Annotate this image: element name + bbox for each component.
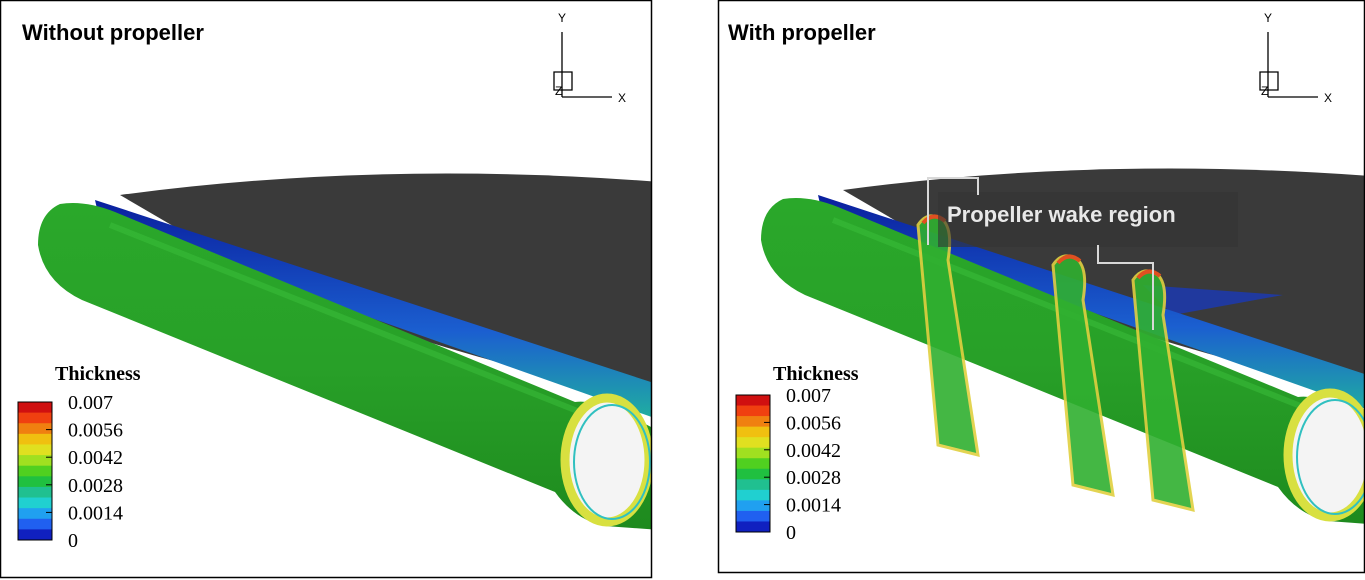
legend-label: 0.0028 — [68, 475, 123, 497]
leading-ring — [560, 393, 652, 527]
colorbar-band — [18, 497, 52, 509]
colorbar-band — [736, 426, 770, 438]
legend-label: 0.007 — [786, 385, 831, 407]
colorbar-frame — [17, 401, 53, 541]
legend-label: 0.007 — [68, 392, 113, 414]
colorbar-band — [18, 455, 52, 467]
colorbar-band — [18, 412, 52, 424]
legend-label: 0 — [68, 530, 78, 552]
ice-tube — [38, 203, 652, 530]
ice-highlight — [108, 222, 602, 423]
frame — [0, 0, 653, 579]
leading-ring-inner — [1296, 399, 1365, 515]
legend-label: 0.0056 — [786, 412, 841, 434]
colorbar-band — [18, 476, 52, 488]
geometry — [38, 173, 652, 530]
legend-label: 0 — [786, 522, 796, 544]
leading-ring-inner — [573, 404, 651, 520]
legend-title: Thickness — [55, 363, 141, 385]
colorbar-band — [18, 529, 52, 541]
axis-triad: Y X Z — [1259, 11, 1332, 105]
colorbar-band — [736, 395, 770, 407]
ice-edge-band — [818, 195, 1365, 409]
wake-peak — [1136, 269, 1162, 280]
axis-label: Y — [1264, 11, 1272, 25]
legend-label: 0.0014 — [68, 502, 123, 524]
colorbar-frame — [735, 394, 771, 533]
callout — [927, 177, 1154, 330]
colorbar-band — [736, 447, 770, 459]
colorbar-band — [18, 465, 52, 477]
wake-streak — [1143, 285, 1283, 315]
colorbar-band — [18, 518, 52, 530]
colorbar-band — [18, 486, 52, 499]
colorbar-band — [736, 489, 770, 501]
colorbar-band — [736, 521, 770, 533]
colorbar-band — [18, 508, 52, 520]
legend-label: 0.0056 — [68, 420, 123, 442]
triad-lines — [553, 32, 612, 98]
colorbar-band — [18, 433, 52, 445]
panel-title: Without propeller — [22, 20, 204, 45]
ice-edge-band — [95, 200, 652, 418]
scene — [38, 173, 652, 530]
colorbar-band — [736, 437, 770, 449]
annotation: Propeller wake region — [947, 202, 1176, 227]
axis-label: Z — [1261, 84, 1268, 98]
legend-title: Thickness — [773, 363, 859, 385]
panel-title: With propeller — [728, 20, 876, 45]
wake-peak — [1056, 254, 1082, 265]
colorbar-band — [736, 405, 770, 417]
axis-label: Y — [558, 11, 566, 25]
colorbar-band — [736, 468, 770, 480]
leading-ring — [1283, 388, 1365, 522]
colorbar-band — [736, 479, 770, 491]
legend-label: 0.0042 — [68, 447, 123, 469]
colorbar-band — [736, 416, 770, 428]
colorbar-band — [18, 444, 52, 456]
legend-label: 0.0028 — [786, 467, 841, 489]
legend-label: 0.0042 — [786, 440, 841, 462]
colorbar-band — [736, 510, 770, 522]
colorbar-band — [18, 402, 52, 414]
colorbar-band — [736, 458, 770, 470]
colorbar-band — [18, 423, 52, 435]
axis-label: X — [618, 91, 626, 105]
panel: Without propeller Y X Z Thickness 0.007 0.0056… — [0, 0, 653, 579]
triad-lines — [1259, 32, 1318, 98]
annotation-bg — [938, 192, 1238, 247]
axis-triad: Y X Z — [553, 11, 626, 105]
colorbar-band — [736, 500, 770, 512]
legend-label: 0.0014 — [786, 495, 841, 517]
axis-label: X — [1324, 91, 1332, 105]
axis-label: Z — [555, 84, 562, 98]
